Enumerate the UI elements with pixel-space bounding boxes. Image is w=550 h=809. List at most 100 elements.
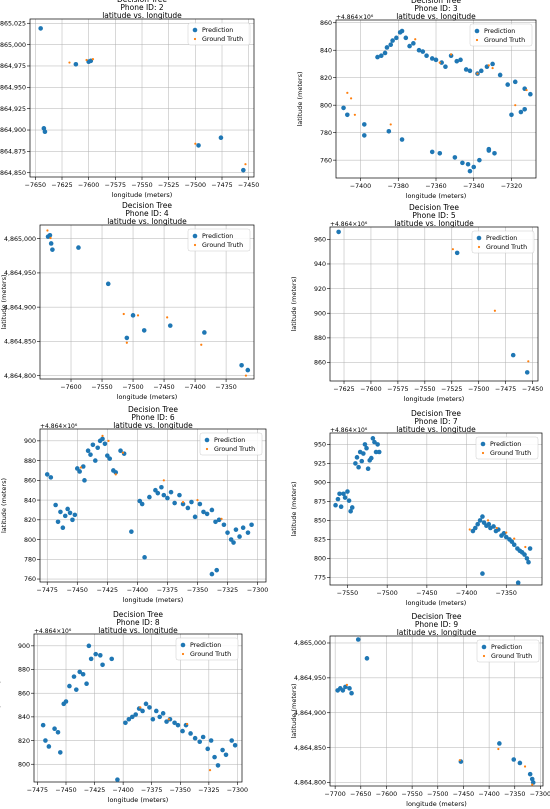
legend-prediction-label: Prediction bbox=[486, 235, 517, 242]
ground-truth-point bbox=[91, 58, 95, 61]
y-tick-label: 800 bbox=[314, 556, 326, 563]
prediction-point bbox=[150, 716, 156, 722]
ground-truth-point bbox=[208, 769, 212, 772]
prediction-point bbox=[130, 313, 136, 318]
prediction-point bbox=[73, 61, 79, 67]
chart-subtitle: Phone ID: 6 bbox=[131, 413, 175, 422]
x-tick-label: −7350 bbox=[496, 590, 517, 597]
x-tick-label: −7650 bbox=[25, 182, 46, 189]
legend: Prediction Ground Truth bbox=[471, 230, 535, 254]
chart-subtitle-2: latitude vs. longitude bbox=[107, 217, 187, 226]
ground-truth-point bbox=[414, 38, 417, 41]
prediction-point bbox=[85, 448, 91, 454]
prediction-point bbox=[522, 107, 527, 112]
legend-prediction-marker bbox=[180, 642, 186, 648]
prediction-point bbox=[188, 731, 193, 736]
prediction-point bbox=[88, 452, 93, 457]
prediction-point bbox=[365, 466, 371, 472]
prediction-point bbox=[249, 522, 254, 528]
prediction-point bbox=[368, 455, 374, 461]
ground-truth-point bbox=[345, 683, 349, 686]
x-tick-label: −7325 bbox=[198, 787, 219, 794]
prediction-point bbox=[364, 445, 369, 451]
prediction-point bbox=[517, 760, 523, 766]
ground-truth-point bbox=[122, 312, 125, 316]
prediction-point bbox=[86, 643, 92, 649]
y-tick-label: 4,864,800 bbox=[294, 780, 326, 787]
prediction-point bbox=[67, 683, 72, 689]
x-tick-label: −7300 bbox=[247, 587, 268, 594]
y-tick-label: 820 bbox=[18, 738, 30, 745]
prediction-point bbox=[147, 494, 152, 500]
y-tick-label: 4,864,950 bbox=[0, 85, 26, 92]
y-tick-label: 4,864,850 bbox=[294, 745, 326, 752]
x-axis-label: longitude (meters) bbox=[108, 796, 169, 804]
x-tick-label: −7625 bbox=[51, 182, 72, 189]
prediction-point bbox=[467, 168, 473, 174]
y-tick-label: 925 bbox=[314, 461, 326, 468]
x-tick-label: −7475 bbox=[27, 787, 48, 794]
x-tick-label: −7550 bbox=[131, 182, 152, 189]
x-tick-label: −7600 bbox=[78, 182, 99, 189]
prediction-point bbox=[84, 681, 89, 687]
prediction-point bbox=[100, 436, 105, 442]
y-tick-label: 900 bbox=[314, 310, 326, 317]
prediction-point bbox=[180, 501, 186, 507]
ground-truth-point bbox=[491, 66, 494, 70]
prediction-point bbox=[102, 441, 108, 447]
prediction-point bbox=[491, 524, 496, 529]
legend-prediction-marker bbox=[481, 644, 487, 650]
chart-subtitle: Phone ID: 3 bbox=[414, 4, 458, 13]
prediction-point bbox=[208, 738, 214, 743]
prediction-point bbox=[147, 705, 152, 710]
x-tick-label: −7450 bbox=[453, 791, 474, 798]
ground-truth-point bbox=[125, 341, 128, 344]
plot-frame bbox=[329, 635, 544, 787]
prediction-point bbox=[411, 41, 416, 46]
prediction-point bbox=[67, 510, 73, 516]
prediction-point bbox=[109, 656, 115, 662]
plot-frame bbox=[39, 428, 267, 583]
legend-ground-truth-marker bbox=[477, 245, 481, 249]
ground-truth-point bbox=[487, 64, 490, 67]
ground-truth-point bbox=[523, 765, 527, 768]
prediction-point bbox=[407, 43, 412, 49]
legend-ground-truth-label: Ground Truth bbox=[484, 37, 525, 44]
prediction-point bbox=[399, 28, 405, 34]
ground-truth-point bbox=[495, 526, 498, 530]
x-tick-label: −7375 bbox=[157, 587, 178, 594]
ground-truth-point bbox=[101, 434, 104, 438]
prediction-point bbox=[486, 521, 492, 527]
prediction-point bbox=[215, 763, 221, 768]
prediction-point bbox=[100, 662, 105, 668]
prediction-point bbox=[192, 735, 198, 741]
prediction-point bbox=[46, 744, 52, 749]
legend-ground-truth-label: Ground Truth bbox=[202, 36, 243, 43]
y-tick-label: 4,864,925 bbox=[0, 106, 26, 113]
prediction-point bbox=[527, 771, 533, 777]
prediction-point bbox=[475, 521, 480, 527]
prediction-point bbox=[52, 726, 57, 732]
y-tick-label: 820 bbox=[320, 75, 332, 82]
prediction-point bbox=[346, 498, 352, 503]
prediction-point bbox=[511, 757, 517, 762]
prediction-point bbox=[205, 746, 211, 752]
ground-truth-point bbox=[186, 722, 189, 726]
prediction-point bbox=[511, 542, 517, 548]
prediction-point bbox=[55, 729, 61, 735]
prediction-point bbox=[454, 250, 460, 256]
prediction-point bbox=[240, 525, 246, 531]
prediction-point bbox=[141, 328, 147, 333]
x-axis-label: longitude (meters) bbox=[117, 393, 178, 401]
ground-truth-point bbox=[194, 142, 197, 145]
prediction-point bbox=[92, 458, 98, 463]
y-tick-label: 4,864,875 bbox=[0, 149, 26, 156]
prediction-point bbox=[115, 777, 120, 782]
legend-ground-truth-marker bbox=[482, 654, 486, 658]
prediction-point bbox=[192, 514, 198, 520]
x-tick-label: −7700 bbox=[324, 791, 345, 798]
y-axis-label: latitude (meters) bbox=[0, 274, 8, 329]
y-axis-label: latitude (meters) bbox=[0, 680, 2, 735]
